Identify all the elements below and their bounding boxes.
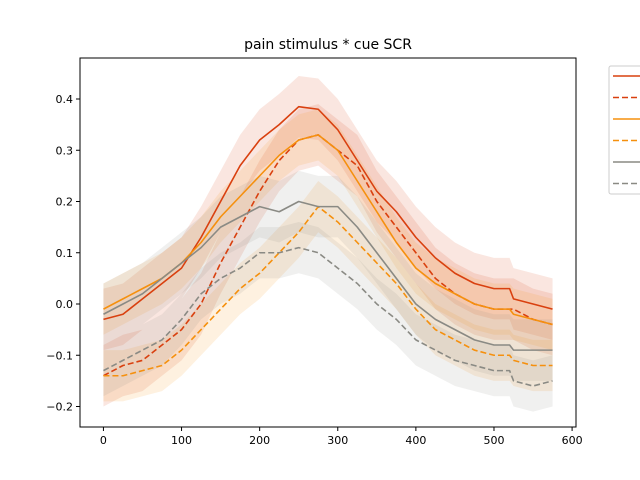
series-lines bbox=[103, 105, 553, 387]
y-tick-label: 0.0 bbox=[56, 298, 74, 311]
series-3-band bbox=[103, 109, 553, 351]
x-tick-label: 0 bbox=[100, 434, 107, 447]
series-4-band bbox=[103, 181, 553, 402]
series-6-line bbox=[103, 246, 553, 387]
y-tick-label: −0.1 bbox=[46, 349, 73, 362]
x-tick-label: 300 bbox=[327, 434, 348, 447]
x-tick-label: 600 bbox=[562, 434, 583, 447]
x-tick-label: 200 bbox=[249, 434, 270, 447]
x-tick-label: 100 bbox=[171, 434, 192, 447]
y-tick-label: 0.2 bbox=[56, 196, 74, 209]
legend-box bbox=[608, 65, 640, 195]
legend bbox=[608, 65, 640, 195]
x-tick-label: 500 bbox=[483, 434, 504, 447]
x-tick-label: 400 bbox=[405, 434, 426, 447]
y-tick-label: 0.4 bbox=[56, 93, 74, 106]
plot-frame bbox=[79, 57, 577, 428]
series-1-line bbox=[103, 105, 553, 321]
chart-title: pain stimulus * cue SCR bbox=[244, 37, 412, 53]
y-tick-label: 0.3 bbox=[56, 144, 74, 157]
series-2-band bbox=[103, 104, 553, 407]
x-axis: 0 100 200 300 400 500 600 bbox=[100, 427, 583, 447]
series-4-line bbox=[103, 205, 553, 377]
series-1-band bbox=[103, 75, 553, 351]
y-tick-label: −0.2 bbox=[46, 401, 73, 414]
confidence-bands bbox=[103, 75, 553, 412]
series-6-band bbox=[103, 222, 553, 412]
y-axis: −0.2 −0.1 0.0 0.1 0.2 0.3 0.4 bbox=[46, 93, 80, 414]
y-tick-label: 0.1 bbox=[56, 247, 74, 260]
series-5-line bbox=[103, 200, 553, 351]
